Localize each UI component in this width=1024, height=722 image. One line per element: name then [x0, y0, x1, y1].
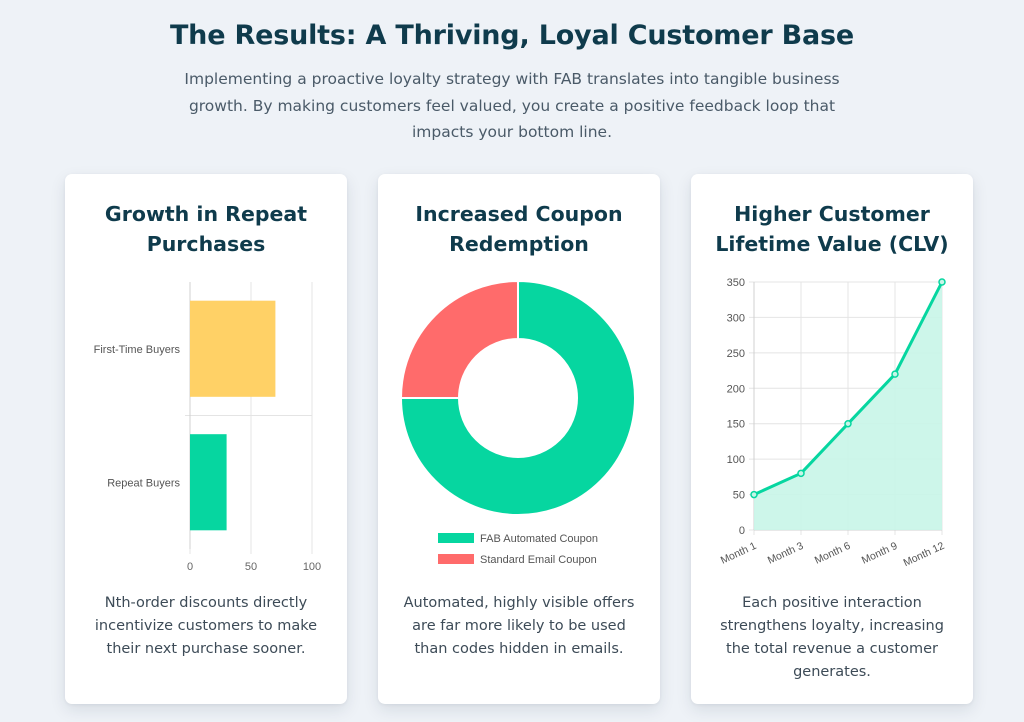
card-description: Nth-order discounts directly incentivize…: [94, 595, 318, 657]
data-point: [797, 469, 805, 478]
bar: [190, 300, 276, 397]
x-tick-label: Month 12: [902, 540, 947, 569]
y-tick-label: First-Time Buyers: [94, 344, 181, 356]
data-point: [750, 490, 758, 499]
x-tick-label: 50: [245, 561, 257, 573]
x-tick-label: 100: [303, 561, 321, 573]
card-title: Higher Customer Lifetime Value (CLV): [715, 202, 949, 256]
y-tick-label: 0: [739, 525, 745, 537]
y-tick-label: 300: [727, 312, 745, 324]
card-description: Each positive interaction strengthens lo…: [720, 595, 944, 680]
data-point: [891, 370, 899, 378]
page-title: The Results: A Thriving, Loyal Customer …: [169, 20, 855, 51]
data-point: [844, 419, 852, 428]
bar-chart: 0 50 100 First-Time Buyers Repeat Buyers: [94, 282, 321, 573]
x-tick-label: Month 1: [719, 540, 759, 567]
doughnut-slice: [399, 279, 519, 399]
doughnut-slice: [399, 279, 636, 516]
y-tick-label: 200: [727, 383, 745, 395]
card-customer-lifetime-value: Higher Customer Lifetime Value (CLV) 0 50…: [691, 174, 973, 704]
card-title: Increased Coupon Redemption: [415, 202, 623, 256]
x-tick-label: Month 3: [766, 540, 806, 567]
page-subtitle: Implementing a proactive loyalty strateg…: [184, 70, 840, 141]
y-tick-label: 50: [733, 490, 745, 502]
y-tick-label: 350: [727, 277, 745, 289]
y-tick-label: 150: [727, 419, 745, 431]
x-tick-label: Month 6: [813, 540, 853, 567]
y-tick-label: Repeat Buyers: [107, 477, 180, 489]
card-coupon-redemption: Increased Coupon Redemption FAB Automate…: [378, 174, 660, 704]
legend-swatch: [438, 554, 474, 564]
doughnut-chart: FAB Automated Coupon Standard Email Coupo…: [399, 279, 636, 566]
card-repeat-purchases: Growth in Repeat Purchases 0 50 100 First-T…: [65, 174, 347, 704]
bar: [190, 434, 227, 531]
legend-label: Standard Email Coupon: [480, 554, 597, 566]
legend-swatch: [438, 533, 474, 543]
x-tick-label: 0: [187, 561, 193, 573]
area-fill: [754, 282, 942, 530]
data-point: [938, 278, 946, 286]
legend-label: FAB Automated Coupon: [480, 533, 598, 545]
y-tick-label: 250: [727, 348, 745, 360]
x-tick-label: Month 9: [860, 540, 900, 567]
line-chart: 0 50 100 150 200 250 300 350 Month 1 Month 3 Month…: [719, 277, 947, 569]
card-description: Automated, highly visible offers are far…: [403, 595, 635, 657]
card-title: Growth in Repeat Purchases: [104, 202, 308, 256]
y-tick-label: 100: [727, 454, 745, 466]
